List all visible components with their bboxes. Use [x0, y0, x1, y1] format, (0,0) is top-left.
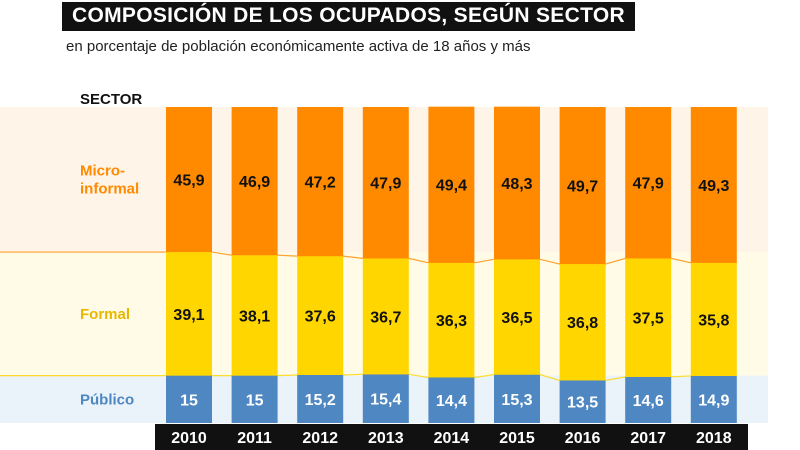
bar-micro-informal-2010 — [166, 107, 212, 253]
data-label: 15,4 — [370, 392, 401, 409]
series-label: Público — [80, 391, 134, 408]
bar-formal-2011 — [231, 255, 278, 376]
bar-formal-2015 — [494, 259, 540, 375]
data-label: 15 — [180, 392, 198, 409]
x-tick-label: 2012 — [302, 430, 338, 447]
data-label: 14,9 — [698, 392, 729, 409]
bar-micro-informal-2012 — [297, 107, 344, 257]
bar-p-blico-2014 — [428, 377, 475, 423]
x-tick-label: 2010 — [171, 430, 207, 447]
data-label: 45,9 — [173, 173, 204, 190]
x-tick-label: 2014 — [434, 430, 470, 447]
bar-p-blico-2013 — [362, 374, 409, 423]
data-label: 36,5 — [501, 310, 532, 327]
data-label: 37,6 — [305, 309, 336, 326]
series-label: Micro- — [80, 163, 125, 180]
data-label: 47,9 — [633, 176, 664, 193]
data-label: 14,4 — [436, 393, 467, 410]
data-label: 49,3 — [698, 178, 729, 195]
data-label: 46,9 — [239, 174, 270, 191]
data-label: 48,3 — [501, 176, 532, 193]
data-label: 13,5 — [567, 395, 598, 412]
data-label: 49,4 — [436, 178, 467, 195]
chart-subtitle: en porcentaje de población económicament… — [66, 38, 531, 55]
x-axis-band — [155, 424, 748, 450]
bar-p-blico-2011 — [231, 375, 278, 423]
bar-formal-2018 — [690, 262, 737, 376]
data-label: 47,2 — [305, 175, 336, 192]
x-tick-label: 2017 — [630, 430, 666, 447]
data-label: 15 — [246, 392, 264, 409]
x-tick-label: 2011 — [237, 430, 272, 447]
data-label: 15,2 — [305, 392, 336, 409]
bar-micro-informal-2013 — [362, 107, 409, 259]
bar-formal-2013 — [362, 258, 409, 375]
bar-micro-informal-2014 — [428, 106, 475, 263]
bar-formal-2012 — [297, 256, 344, 375]
bar-micro-informal-2015 — [494, 106, 540, 260]
data-label: 36,3 — [436, 313, 467, 330]
bar-p-blico-2010 — [166, 375, 212, 423]
bar-micro-informal-2018 — [690, 107, 737, 263]
data-label: 39,1 — [173, 307, 204, 324]
data-label: 38,1 — [239, 308, 270, 325]
bar-micro-informal-2016 — [559, 107, 606, 265]
bar-formal-2016 — [559, 264, 606, 381]
bar-p-blico-2016 — [559, 380, 606, 423]
bar-formal-2017 — [625, 258, 672, 377]
data-label: 37,5 — [633, 311, 664, 328]
data-label: 36,8 — [567, 315, 598, 332]
bar-p-blico-2012 — [297, 374, 344, 423]
bar-p-blico-2015 — [494, 374, 540, 423]
data-label: 35,8 — [698, 312, 729, 329]
x-tick-label: 2013 — [368, 430, 404, 447]
series-label: Formal — [80, 306, 130, 323]
legend-title: SECTOR — [80, 91, 142, 108]
bar-micro-informal-2017 — [625, 107, 672, 259]
data-label: 36,7 — [370, 309, 401, 326]
x-tick-label: 2016 — [565, 430, 601, 447]
series-label: informal — [80, 181, 139, 198]
data-label: 15,3 — [501, 392, 532, 409]
data-label: 14,6 — [633, 393, 664, 410]
x-tick-label: 2018 — [696, 430, 732, 447]
bar-micro-informal-2011 — [231, 107, 278, 256]
bar-p-blico-2018 — [690, 375, 737, 423]
data-label: 49,7 — [567, 179, 598, 196]
bar-p-blico-2017 — [625, 376, 672, 423]
bar-formal-2010 — [166, 252, 212, 376]
data-label: 47,9 — [370, 176, 401, 193]
x-tick-label: 2015 — [499, 430, 535, 447]
bar-formal-2014 — [428, 262, 475, 378]
chart-title: COMPOSICIÓN DE LOS OCUPADOS, SEGÚN SECTO… — [62, 2, 635, 31]
